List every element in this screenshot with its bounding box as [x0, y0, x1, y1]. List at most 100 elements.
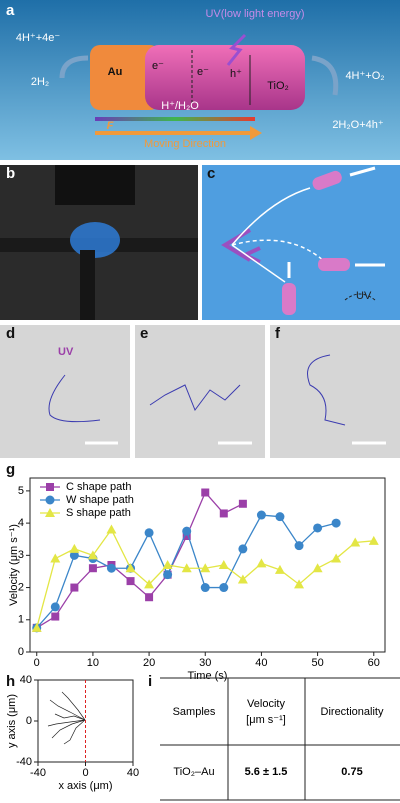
x-tick-label: 60 [368, 657, 380, 669]
trajectories [47, 691, 86, 745]
point [144, 579, 155, 589]
point [219, 583, 229, 593]
point [294, 579, 305, 589]
y-tick-label: 5 [18, 485, 24, 497]
point [218, 560, 229, 569]
left-arrow [59, 55, 89, 79]
point [200, 583, 210, 593]
panel-label: e [140, 325, 148, 342]
x-axis-label: Time (s) [188, 670, 228, 682]
reaction: 2H₂ [31, 76, 49, 88]
x-tick-label: -40 [30, 767, 46, 779]
carrier: h⁺ [230, 68, 242, 80]
lightning [226, 33, 247, 66]
table-cell: 5.6 ± 1.5 [245, 766, 288, 778]
table-cell: TiO₂–Au [173, 766, 214, 778]
y-tick-label: 1 [18, 614, 24, 626]
right-arrow [311, 55, 339, 96]
motor [318, 258, 350, 271]
point [182, 532, 191, 540]
y-tick-label: -40 [16, 756, 32, 768]
legend-label: S shape path [66, 507, 131, 519]
point [106, 563, 116, 573]
x-tick-label: 40 [127, 767, 139, 779]
point [126, 577, 135, 586]
y-tick-label: 3 [18, 549, 24, 561]
point [125, 563, 136, 573]
y-tick-label: 0 [18, 646, 24, 658]
point [256, 558, 267, 568]
path [231, 187, 311, 246]
carrier: e⁻ [152, 60, 164, 72]
micrograph [270, 325, 400, 458]
objective [55, 165, 135, 205]
legend-marker [46, 483, 54, 491]
panel-label: f [275, 325, 281, 342]
panels-def: d e f UV [0, 325, 400, 458]
tio2-label: TiO₂ [267, 80, 289, 92]
y-axis-label: Velocity (μm s⁻¹) [8, 524, 20, 606]
point [201, 488, 210, 497]
point [50, 553, 61, 563]
point [50, 602, 60, 612]
panel-label: d [6, 325, 15, 342]
point [145, 593, 154, 602]
x-tick-label: 20 [143, 657, 155, 669]
point [313, 523, 323, 533]
panel-h: h -40 0 40 -40 0 40 x axis (μm) y axis (μm) [6, 673, 139, 792]
x-tick-label: 10 [87, 657, 99, 669]
point [294, 541, 304, 551]
point [275, 512, 285, 522]
direction-label: Moving Direction [144, 138, 226, 150]
table-header: Directionality [321, 706, 384, 718]
uv-label: UV [58, 346, 74, 358]
sample-dish [70, 222, 120, 258]
point [238, 544, 248, 554]
x-tick-label: 30 [199, 657, 211, 669]
plot-frame [29, 477, 386, 653]
x-axis-label: x axis (μm) [58, 780, 112, 792]
point [69, 550, 79, 560]
legend-label: W shape path [66, 494, 134, 506]
panel-label: b [6, 165, 15, 182]
medium-label: H⁺/H₂O [161, 100, 199, 112]
point [144, 528, 154, 538]
panel-c: c UV [202, 165, 400, 320]
point [237, 574, 248, 584]
point [331, 518, 341, 528]
table-header: Velocity [247, 698, 285, 710]
table-header: [μm s⁻¹] [246, 714, 286, 726]
uv-label: UV(low light energy) [205, 8, 304, 20]
panel-label: i [148, 673, 152, 690]
panel-i: i Samples Velocity [μm s⁻¹] Directionali… [148, 673, 400, 801]
point [69, 543, 80, 553]
path [231, 244, 286, 283]
point [181, 563, 192, 573]
trajectory [149, 384, 241, 412]
holder [80, 250, 95, 320]
y-tick-label: 0 [26, 715, 32, 727]
point [256, 510, 266, 520]
point [331, 553, 342, 563]
motor [312, 170, 342, 191]
point [87, 550, 98, 560]
point [162, 560, 173, 569]
motion-arrow [349, 166, 376, 177]
point [350, 537, 361, 547]
panel-label: h [6, 673, 15, 690]
micrograph [0, 325, 130, 458]
force-arrow-head [250, 126, 262, 140]
point [274, 564, 285, 574]
path [231, 239, 326, 263]
legend-marker [45, 495, 55, 505]
point [106, 524, 117, 534]
x-tick-label: 40 [255, 657, 267, 669]
reaction: 4H⁺+O₂ [345, 70, 384, 82]
au-segment [90, 45, 160, 110]
reaction: 4H⁺+4e⁻ [16, 32, 61, 44]
legend-marker [45, 508, 55, 517]
y-tick-label: 40 [20, 674, 32, 686]
point [219, 509, 228, 518]
point [238, 499, 247, 508]
